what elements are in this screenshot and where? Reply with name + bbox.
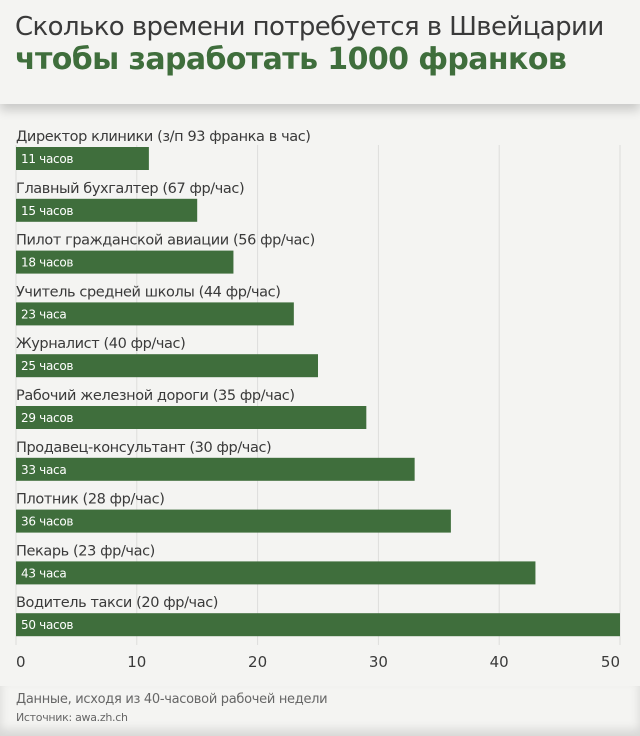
bar-value-label: 15 часов: [21, 204, 73, 218]
bar-value-label: 50 часов: [21, 618, 73, 632]
bar: [16, 406, 367, 429]
bar: [16, 250, 234, 274]
bar-value-label: 18 часов: [21, 256, 73, 270]
header: Сколько времени потребуется в Швейцарии …: [0, 0, 640, 104]
category-label: Продавец-консультант (30 фр/час): [16, 440, 271, 456]
bar-chart: 0 10 20 30 40 50 Директор клиники (з/п 93 фран…: [15, 129, 621, 671]
bar: [16, 147, 149, 170]
footnote: Данные, исходя из 40-часовой рабочей нед…: [16, 692, 328, 707]
source: Источник: awa.zh.ch: [16, 711, 128, 724]
category-label: Плотник (28 фр/час): [16, 492, 164, 508]
bar: [16, 457, 415, 481]
title-line-2: чтобы заработать 1000 франков: [15, 42, 567, 77]
bar-value-label: 23 часа: [21, 307, 66, 321]
category-label: Журналист (40 фр/час): [16, 336, 185, 352]
bar-value-label: 11 часов: [21, 152, 73, 166]
x-tick-label: 0: [16, 653, 26, 671]
bar: [16, 354, 318, 378]
bar-value-label: 43 часа: [21, 566, 66, 580]
bar-value-label: 29 часов: [21, 411, 73, 425]
bar-value-label: 33 часа: [21, 463, 66, 477]
x-tick-label: 20: [248, 653, 267, 671]
category-label: Директор клиники (з/п 93 франка в час): [16, 129, 311, 145]
category-label: Пилот гражданской авиации (56 фр/час): [16, 233, 315, 249]
x-tick-label: 50: [601, 653, 620, 671]
category-label: Рабочий железной дороги (35 фр/час): [16, 388, 295, 404]
bar: [16, 302, 294, 326]
category-label: Главный бухгалтер (67 фр/час): [16, 181, 244, 197]
bar: [16, 198, 198, 222]
x-tick-label: 30: [369, 653, 388, 671]
bar-value-label: 25 часов: [21, 359, 73, 373]
x-tick-label: 10: [127, 653, 146, 671]
bar: [16, 509, 451, 533]
category-label: Учитель средней школы (44 фр/час): [16, 284, 280, 300]
category-label: Пекарь (23 фр/час): [16, 543, 155, 559]
footer: [0, 686, 640, 736]
bar: [16, 561, 536, 585]
chart-area: 0 10 20 30 40 50 Директор клиники (з/п 93 фран…: [0, 104, 640, 686]
bar-value-label: 36 часов: [21, 515, 73, 529]
x-tick-label: 40: [490, 653, 509, 671]
bar: [16, 613, 620, 637]
category-label: Водитель такси (20 фр/час): [16, 595, 218, 611]
title-line-1: Сколько времени потребуется в Швейцарии: [15, 12, 604, 42]
